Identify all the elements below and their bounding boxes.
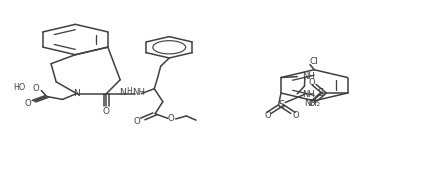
- Text: O: O: [168, 114, 175, 123]
- Text: O: O: [293, 111, 299, 120]
- Text: O: O: [309, 99, 315, 108]
- Text: O: O: [264, 111, 270, 120]
- Text: HO: HO: [13, 83, 25, 92]
- Text: S: S: [317, 88, 323, 98]
- Text: H: H: [126, 87, 131, 96]
- Text: NH: NH: [302, 90, 315, 99]
- Text: NH: NH: [132, 88, 145, 97]
- Text: Cl: Cl: [310, 57, 319, 66]
- Text: O: O: [32, 84, 39, 93]
- Text: NH: NH: [302, 72, 315, 81]
- Text: S: S: [279, 100, 285, 110]
- Text: O: O: [103, 107, 110, 116]
- Text: O: O: [24, 98, 31, 108]
- Text: O: O: [134, 117, 140, 125]
- Text: O: O: [309, 78, 315, 87]
- Text: N: N: [73, 89, 80, 98]
- Text: N: N: [119, 88, 126, 97]
- Text: NH₂: NH₂: [305, 98, 321, 108]
